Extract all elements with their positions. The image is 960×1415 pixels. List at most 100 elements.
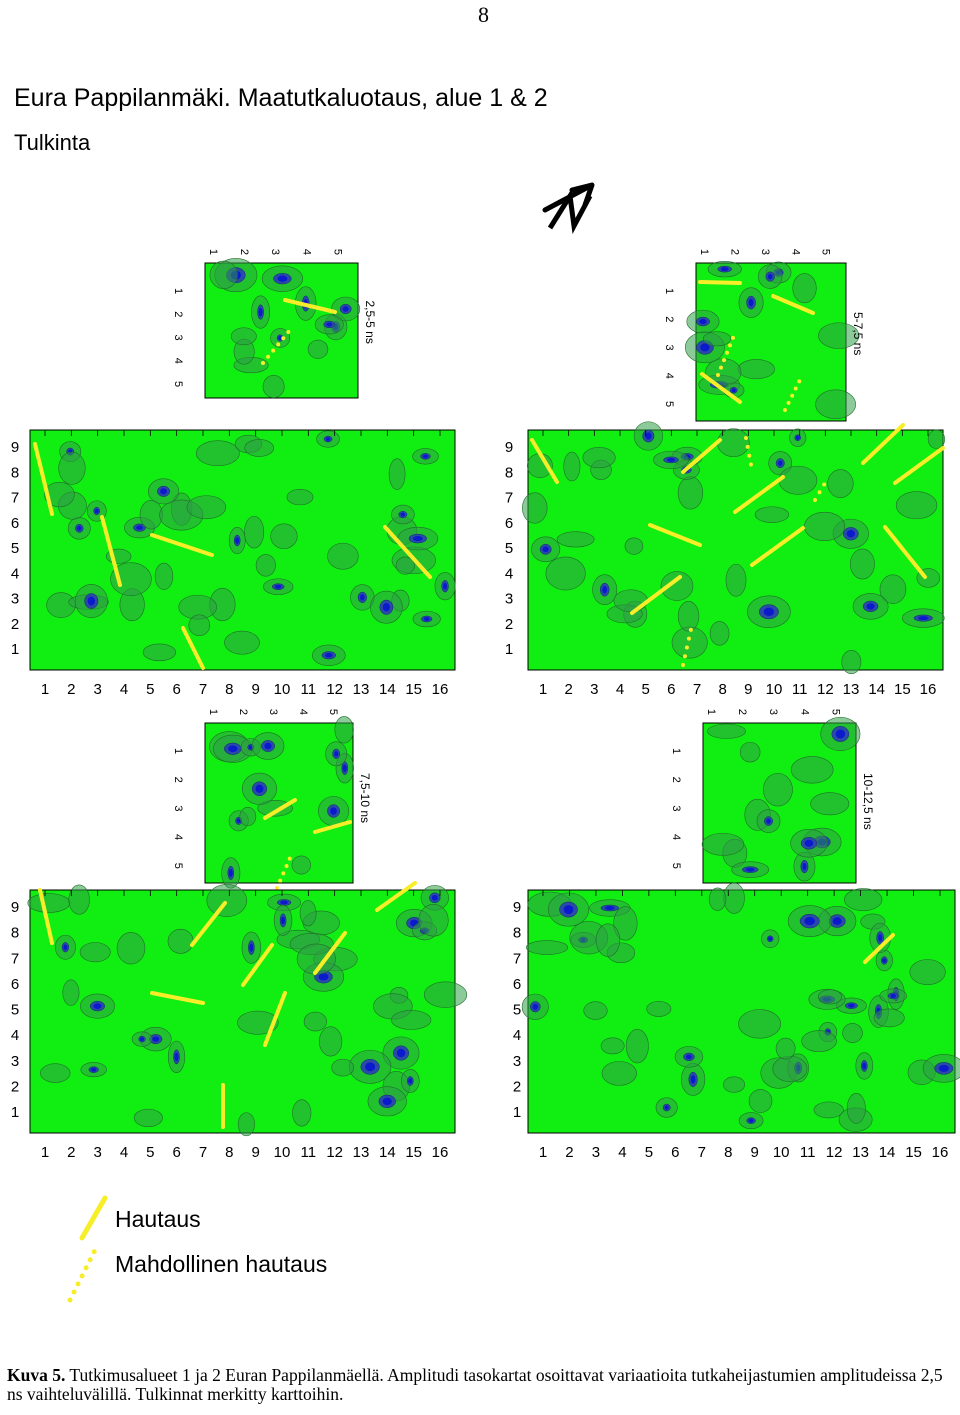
possible-burial-line (275, 856, 292, 890)
x-tick-label: 9 (251, 1144, 259, 1161)
left-tick-label: 2 (172, 311, 184, 317)
x-tick-label: 2 (564, 681, 572, 698)
x-tick-label: 13 (852, 1144, 869, 1161)
x-tick-label: 2 (67, 1144, 75, 1161)
figure-caption: Kuva 5. Tutkimusalueet 1 ja 2 Euran Papp… (7, 1366, 947, 1404)
x-tick-label: 2 (565, 1144, 573, 1161)
left-tick-label: 2 (670, 777, 682, 783)
y-tick-label: 5 (513, 1002, 521, 1019)
top-tick-label: 4 (789, 249, 801, 255)
time-window-label: 2,5-5 ns (363, 301, 377, 344)
y-tick-label: 2 (513, 1078, 521, 1095)
y-tick-label: 8 (505, 464, 513, 481)
x-tick-label: 6 (667, 681, 675, 698)
y-tick-label: 2 (11, 1078, 19, 1095)
x-tick-label: 16 (432, 681, 449, 698)
x-tick-label: 15 (894, 681, 911, 698)
x-tick-label: 1 (41, 681, 49, 698)
burial-line (263, 991, 287, 1047)
burial-line (630, 575, 682, 615)
top-tick-label: 3 (767, 709, 779, 715)
burial-line (648, 523, 702, 547)
top-tick-label: 4 (300, 249, 312, 255)
x-tick-label: 5 (146, 681, 154, 698)
burial-line (893, 446, 945, 485)
caption-text: Tutkimusalueet 1 ja 2 Euran Pappilanmäel… (7, 1365, 943, 1404)
y-tick-label: 9 (11, 899, 19, 916)
y-tick-label: 1 (11, 641, 19, 658)
x-tick-label: 5 (641, 681, 649, 698)
burial-line (313, 931, 347, 975)
x-tick-label: 15 (405, 1144, 422, 1161)
y-tick-label: 8 (11, 925, 19, 942)
x-tick-label: 9 (744, 681, 752, 698)
y-tick-label: 1 (513, 1104, 521, 1121)
burial-line (283, 298, 337, 314)
x-tick-label: 15 (405, 681, 422, 698)
y-tick-label: 6 (505, 515, 513, 532)
north-arrow-icon (542, 182, 595, 235)
x-tick-label: 11 (301, 681, 317, 698)
y-tick-label: 6 (11, 515, 19, 532)
burial-line (883, 525, 927, 579)
x-tick-label: 11 (301, 1144, 317, 1161)
x-tick-label: 7 (698, 1144, 706, 1161)
x-tick-label: 5 (645, 1144, 653, 1161)
left-tick-label: 3 (670, 805, 682, 811)
x-tick-label: 4 (120, 1144, 128, 1161)
y-tick-label: 4 (11, 565, 19, 582)
burial-line (190, 901, 227, 947)
x-tick-label: 16 (920, 681, 937, 698)
burial-line (681, 438, 722, 474)
top-tick-label: 2 (238, 249, 250, 255)
x-tick-label: 12 (326, 1144, 343, 1161)
left-tick-label: 5 (663, 401, 675, 407)
burial-line (698, 280, 742, 285)
top-tick-label: 3 (759, 249, 771, 255)
left-tick-label: 2 (172, 777, 184, 783)
x-tick-label: 14 (868, 681, 885, 698)
burial-line (733, 475, 785, 514)
y-tick-label: 4 (513, 1027, 521, 1044)
time-window-label: 10-12,5 ns (861, 773, 875, 830)
burial-line (33, 442, 54, 516)
x-tick-label: 2 (67, 681, 75, 698)
left-tick-label: 2 (663, 316, 675, 322)
burial-line (771, 294, 815, 315)
burial-line (861, 423, 905, 465)
top-tick-label: 2 (728, 249, 740, 255)
caption-label: Kuva 5. (7, 1365, 66, 1385)
top-tick-label: 5 (820, 249, 832, 255)
x-tick-label: 14 (379, 1144, 396, 1161)
x-tick-label: 1 (539, 681, 547, 698)
x-tick-label: 7 (693, 681, 701, 698)
x-tick-label: 13 (353, 1144, 370, 1161)
x-tick-label: 4 (618, 1144, 626, 1161)
legend-burial-icon (79, 1195, 108, 1241)
y-tick-label: 1 (505, 641, 513, 658)
burial-line (313, 820, 352, 834)
y-tick-label: 7 (505, 490, 513, 507)
top-tick-label: 1 (705, 709, 717, 715)
x-tick-label: 4 (616, 681, 624, 698)
x-tick-label: 12 (826, 1144, 843, 1161)
left-tick-label: 1 (172, 288, 184, 294)
x-tick-label: 7 (199, 1144, 207, 1161)
top-tick-label: 1 (207, 709, 219, 715)
burial-line (383, 525, 432, 579)
burial-line (150, 991, 205, 1005)
legend-burial-label: Hautaus (115, 1206, 201, 1232)
possible-burial-line (783, 378, 802, 412)
x-tick-label: 10 (274, 681, 291, 698)
top-tick-label: 2 (237, 709, 249, 715)
time-window-label: 7,5-10 ns (358, 773, 372, 823)
x-tick-label: 8 (724, 1144, 732, 1161)
y-tick-label: 2 (11, 616, 19, 633)
y-tick-label: 3 (505, 591, 513, 608)
burial-line (530, 438, 559, 484)
